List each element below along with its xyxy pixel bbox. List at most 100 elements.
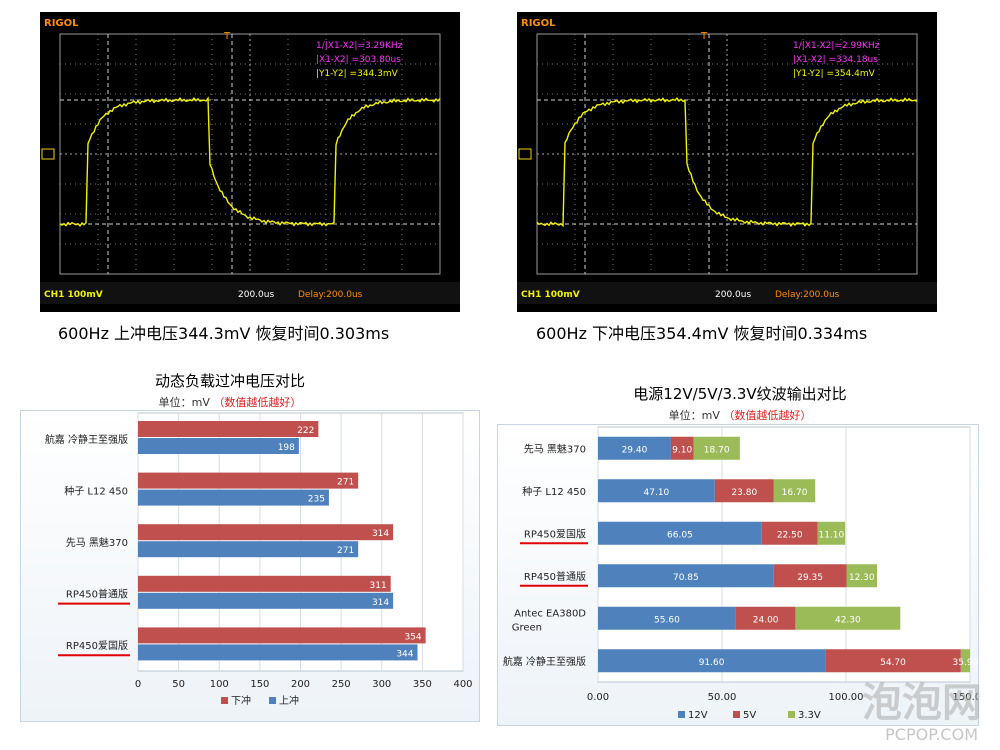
chart1-xtick-label: 350 <box>413 679 432 690</box>
scope-status-bar <box>517 282 937 304</box>
chart1-xtick-label: 100 <box>210 679 229 690</box>
chart2-bar-value: 66.05 <box>667 530 693 540</box>
chart2-xtick-label: 100.00 <box>829 692 864 703</box>
chart2-svg: 0.00 50.00 100.00 150.00 先马 黑魅370 29.40 9.10 18… <box>503 426 988 721</box>
chart1-bar-value: 235 <box>308 495 325 505</box>
chart2-panel: 0.00 50.00 100.00 150.00 先马 黑魅370 29.40 9.10 18… <box>497 424 988 726</box>
chart1-legend-label: 下冲 <box>231 694 251 707</box>
channel-marker-icon <box>41 148 55 160</box>
chart1-bar-value: 271 <box>337 546 354 556</box>
scope-brand-label: RIGOL <box>521 18 556 29</box>
chart2-bar-33Vv <box>817 521 846 545</box>
oscilloscope-plot-1: T RIGOL 1/|X1-X2|=3.29KHz |X1-X2| =303.80us… <box>40 18 460 304</box>
chart2-category-label: RP450普通版 <box>524 570 586 583</box>
chart1-bar-undershoot <box>138 627 426 644</box>
chart2-bar-value: 42.30 <box>835 615 861 625</box>
scope-cursor-dx: |X1-X2| =334.18us <box>793 55 878 65</box>
chart2-bar-12Vv <box>598 649 826 673</box>
scope-timebase: 200.0us <box>238 290 274 300</box>
oscilloscope-screen-1: T RIGOL 1/|X1-X2|=3.29KHz |X1-X2| =303.80us… <box>40 12 460 312</box>
chart2-xtick-label: 150.00 <box>953 692 979 703</box>
chart1-bar-value: 314 <box>372 598 389 608</box>
chart1-bar-overshoot <box>138 644 418 661</box>
chart1-bar-value: 198 <box>278 443 295 453</box>
chart2-category-label: Antec EA380D Green <box>512 608 587 633</box>
trigger-marker-icon: T <box>223 31 231 42</box>
chart2-bar-5Vv <box>773 564 847 588</box>
chart2-bar-value: 24.00 <box>753 615 779 625</box>
chart2-bar-value: 29.40 <box>622 445 648 455</box>
chart2-xtick-label: 50.00 <box>708 692 737 703</box>
scope-cursor-freq: 1/|X1-X2|=3.29KHz <box>316 41 403 51</box>
chart1-category-label: RP450爱国版 <box>66 639 128 652</box>
chart2-bar-value: 29.35 <box>797 573 823 583</box>
chart2-bar-12Vv <box>598 436 671 460</box>
chart2-legend-swatch <box>733 711 740 718</box>
chart2-category-label: 种子 L12 450 <box>522 485 586 498</box>
scope-waveform <box>536 96 918 228</box>
chart1-bar-undershoot <box>138 524 394 541</box>
chart2-bar-value: 11.10 <box>818 530 844 540</box>
chart2-legend-swatch <box>788 711 795 718</box>
scope-cursor-dx: |X1-X2| =303.80us <box>316 55 401 65</box>
chart1-bar-value: 314 <box>372 529 389 539</box>
chart2-bar-value: 18.70 <box>704 445 730 455</box>
scope-channel-scale: CH1 100mV <box>521 290 580 300</box>
scope-caption-2: 600Hz 下冲电压354.4mV 恢复时间0.334ms <box>536 324 868 343</box>
chart1-bar-value: 311 <box>370 581 387 591</box>
chart2-bar-12Vv <box>598 479 715 503</box>
chart2-legend-label: 12V <box>688 710 708 721</box>
chart2-bar-5Vv <box>670 436 694 460</box>
chart1-xtick-label: 300 <box>372 679 391 690</box>
chart1-bar-overshoot <box>138 489 329 506</box>
chart2-bar-33Vv <box>693 436 740 460</box>
scope-cursor-freq: 1/|X1-X2|=2.99KHz <box>793 41 880 51</box>
oscilloscope-plot-2: T RIGOL 1/|X1-X2|=2.99KHz |X1-X2| =334.18us… <box>517 18 937 304</box>
chart1-category-label: RP450普通版 <box>66 588 128 601</box>
chart1-xtick-label: 250 <box>332 679 351 690</box>
chart2-xtick-label: 0.00 <box>587 692 609 703</box>
chart1-bar-value: 271 <box>337 478 354 488</box>
chart2-bar-value: 22.50 <box>777 530 803 540</box>
scope-timebase: 200.0us <box>715 290 751 300</box>
scope-caption-1: 600Hz 上冲电压344.3mV 恢复时间0.303ms <box>58 324 390 343</box>
chart2-bar-value: 35.90 <box>953 658 978 668</box>
chart2-bar-5Vv <box>714 479 774 503</box>
chart2-bar-value: 54.70 <box>880 658 906 668</box>
chart2-bar-value: 70.85 <box>673 573 699 583</box>
chart1-bar-undershoot <box>138 472 359 489</box>
watermark-text: PCPOP.COM <box>885 725 978 744</box>
chart1-xtick-label: 50 <box>172 679 185 690</box>
watermark-logo: 泡泡网 <box>862 680 982 726</box>
scope-delay: Delay:200.0us <box>298 290 363 300</box>
chart1-xtick-label: 150 <box>250 679 269 690</box>
chart2-legend-label: 5V <box>743 710 756 721</box>
chart2-bar-value: 47.10 <box>644 488 670 498</box>
chart2-bar-33Vv <box>795 606 901 630</box>
scope-cursor-dy: |Y1-Y2| =354.4mV <box>793 69 876 79</box>
chart2-bar-value: 23.80 <box>731 488 757 498</box>
chart1-note: （数值越低越好） <box>213 396 302 409</box>
scope-cursor-dy: |Y1-Y2| =344.3mV <box>316 69 399 79</box>
chart1-bar-overshoot <box>138 541 359 558</box>
chart1-bar-overshoot <box>138 592 394 609</box>
chart1-category-label: 航嘉 冷静王至强版 <box>45 433 128 446</box>
chart1-title: 动态负载过冲电压对比 <box>154 372 305 390</box>
chart2-note: （数值越低越好） <box>723 409 812 422</box>
chart2-bar-5Vv <box>761 521 818 545</box>
chart1-bar-undershoot <box>138 575 391 592</box>
chart1-xtick-label: 0 <box>135 679 141 690</box>
chart2-subtitle: 单位：mV （数值越低越好） <box>540 407 940 423</box>
chart2-bar-value: 16.70 <box>782 488 808 498</box>
chart1-bar-value: 354 <box>404 632 421 642</box>
chart2-category-label: RP450爱国版 <box>524 527 586 540</box>
chart1-legend-swatch <box>221 697 228 704</box>
chart2-legend-label: 3.3V <box>798 710 821 721</box>
chart1-legend-label: 上冲 <box>279 694 299 707</box>
chart1-legend-swatch <box>269 697 276 704</box>
chart2-bar-5Vv <box>825 649 961 673</box>
chart1-panel: 0 50 100 150 200 250 300 350 400 航嘉 冷静王至强版 222 198 种… <box>20 410 480 722</box>
chart2-bar-33Vv <box>960 649 970 673</box>
scope-waveform <box>59 96 441 228</box>
chart1-bar-value: 222 <box>297 426 314 436</box>
